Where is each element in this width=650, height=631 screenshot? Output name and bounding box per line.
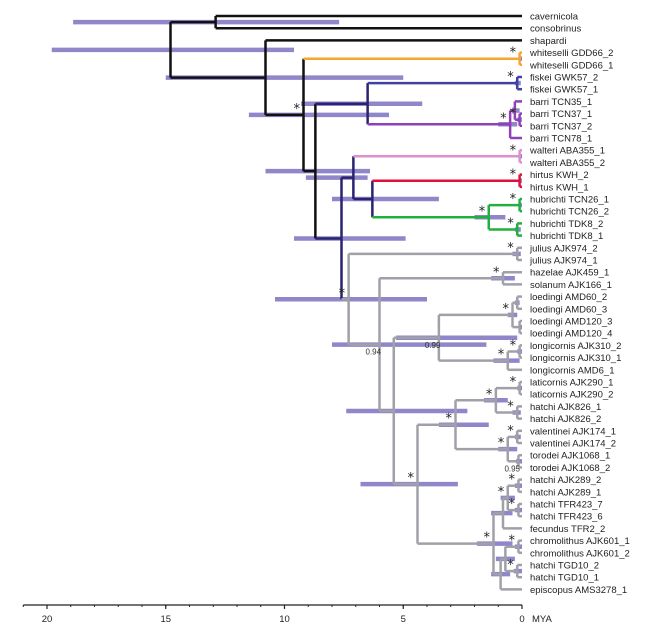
tip-label: hirtus KWH_2 xyxy=(530,170,589,181)
tip-label: fecundus TFR2_2 xyxy=(530,524,605,535)
support-asterisk: * xyxy=(479,204,486,219)
tip-label: chromolithus AJK601_2 xyxy=(530,548,630,559)
tip-label: valentinei AJK174_2 xyxy=(530,439,616,450)
tip-label: laticornis AJK290_1 xyxy=(530,378,613,389)
axis-unit-label: MYA xyxy=(532,614,553,625)
support-asterisk: * xyxy=(510,143,517,158)
support-asterisk: * xyxy=(510,46,517,61)
tip-label: hatchi AJK289_2 xyxy=(530,475,601,486)
support-asterisk: * xyxy=(507,70,514,85)
tick-label: 5 xyxy=(401,614,406,625)
support-asterisk: * xyxy=(498,436,505,451)
tip-label: fiskei GWK57_2 xyxy=(530,73,598,84)
support-asterisk: * xyxy=(503,302,510,317)
posterior-value: 0.94 xyxy=(366,348,382,357)
support-asterisk: * xyxy=(408,471,415,486)
tick-label: 20 xyxy=(42,614,53,625)
tick-label: 15 xyxy=(160,614,171,625)
support-asterisk: * xyxy=(484,531,491,546)
tip-label: shapardi xyxy=(530,36,566,47)
support-asterisk: * xyxy=(507,558,514,573)
tip-label: hatchi AJK289_1 xyxy=(530,487,601,498)
tip-label: hazelae AJK459_1 xyxy=(530,268,609,279)
tip-label: episcopus AMS3278_1 xyxy=(530,585,627,596)
support-asterisk: * xyxy=(498,348,505,363)
posterior-value: 0.99 xyxy=(425,341,441,350)
tip-label: torodei AJK1068_2 xyxy=(530,463,610,474)
tick-label: 10 xyxy=(279,614,290,625)
branches xyxy=(169,14,522,591)
time-axis: MYA 20 15 10 5 0 xyxy=(22,604,553,625)
support-asterisk: * xyxy=(507,424,514,439)
tip-label: torodei AJK1068_1 xyxy=(530,451,610,462)
support-asterisk: * xyxy=(508,497,515,512)
tip-label: hubrichti TDK8_2 xyxy=(530,219,603,230)
tip-label: solanum AJK166_1 xyxy=(530,280,612,291)
tip-label: longicornis AMD6_1 xyxy=(530,365,615,376)
tip-label: consobrinus xyxy=(530,24,581,35)
tip-label: loedingi AMD60_2 xyxy=(530,292,607,303)
support-asterisk: * xyxy=(500,111,507,126)
tip-label: hatchi TFR423_6 xyxy=(530,512,603,523)
tip-label: valentinei AJK174_1 xyxy=(530,426,616,437)
tip-label: walteri ABA355_2 xyxy=(529,158,605,169)
tick-label: 0 xyxy=(519,614,524,625)
tip-label: longicornis AJK310_1 xyxy=(530,353,621,364)
tip-label: barri TCN35_1 xyxy=(530,97,592,108)
support-asterisk: * xyxy=(508,473,515,488)
tip-label: fiskei GWK57_1 xyxy=(530,85,598,96)
support-asterisk: * xyxy=(507,400,514,415)
posterior-value: 0.95 xyxy=(504,464,520,473)
tip-label: hatchi AJK826_2 xyxy=(530,414,601,425)
support-asterisk: * xyxy=(446,412,453,427)
support-asterisk: * xyxy=(510,192,517,207)
support-asterisk: * xyxy=(339,286,346,301)
hpd-bars xyxy=(51,19,522,577)
tip-label: hatchi TFR423_7 xyxy=(530,500,603,511)
tip-label: barri TCN37_2 xyxy=(530,121,592,132)
tip-label: julius AJK974_1 xyxy=(529,256,598,267)
support-asterisk: * xyxy=(507,241,514,256)
tip-label: longicornis AJK310_2 xyxy=(530,341,621,352)
support-asterisk: * xyxy=(508,534,515,549)
tip-label: hatchi TGD10_1 xyxy=(530,573,599,584)
tip-label: walteri ABA355_1 xyxy=(529,146,605,157)
tip-label: hatchi TGD10_2 xyxy=(530,561,599,572)
tip-label: hirtus KWH_1 xyxy=(530,182,589,193)
support-asterisk: * xyxy=(294,102,301,117)
tip-label: julius AJK974_2 xyxy=(529,243,598,254)
support-asterisk: * xyxy=(498,485,505,500)
support-asterisk: * xyxy=(510,107,517,122)
support-asterisk: * xyxy=(510,339,517,354)
support-asterisk: * xyxy=(493,265,500,280)
support-asterisk: * xyxy=(507,217,514,232)
tip-label: hubrichti TDK8_1 xyxy=(530,231,603,242)
tip-label: whiteselli GDD66_1 xyxy=(529,60,613,71)
tip-label: loedingi AMD60_3 xyxy=(530,304,607,315)
tip-label: loedingi AMD120_4 xyxy=(530,329,612,340)
tip-label: hubrichti TCN26_1 xyxy=(530,195,609,206)
support-asterisk: * xyxy=(510,375,517,390)
support-labels: **** ********0.94*0.99**********0.95*****… xyxy=(294,46,521,573)
tip-label: chromolithus AJK601_1 xyxy=(530,536,630,547)
support-asterisk: * xyxy=(510,168,517,183)
tip-label: whiteselli GDD66_2 xyxy=(529,48,613,59)
tip-label: cavernicola xyxy=(530,12,579,23)
tip-label: hatchi AJK826_1 xyxy=(530,402,601,413)
tip-label: barri TCN78_1 xyxy=(530,134,592,145)
tip-label: hubrichti TCN26_2 xyxy=(530,207,609,218)
tip-label: laticornis AJK290_2 xyxy=(530,390,613,401)
tip-labels: cavernicolaconsobrinusshapardiwhiteselli… xyxy=(529,12,630,596)
support-asterisk: * xyxy=(486,387,493,402)
tip-label: loedingi AMD120_3 xyxy=(530,317,612,328)
tip-label: barri TCN37_1 xyxy=(530,109,592,120)
